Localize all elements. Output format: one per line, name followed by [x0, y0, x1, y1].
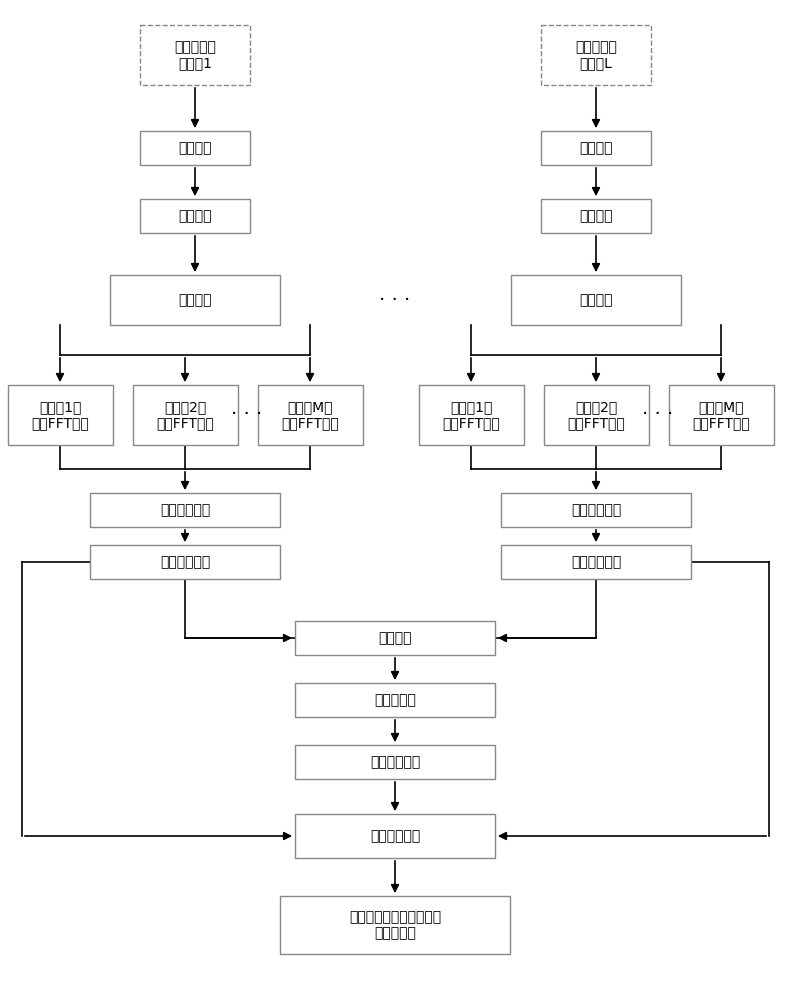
Text: 数据分段: 数据分段	[178, 293, 212, 307]
Text: 数据段1加
窗，FFT变换: 数据段1加 窗，FFT变换	[442, 400, 500, 430]
Text: 雷达回波射
频信号L: 雷达回波射 频信号L	[575, 40, 617, 70]
Bar	[133, 385, 237, 445]
Bar	[541, 199, 651, 233]
Text: 雷达回波射
频信号1: 雷达回波射 频信号1	[174, 40, 216, 70]
Bar	[541, 131, 651, 165]
Text: 数据段2加
窗，FFT变换: 数据段2加 窗，FFT变换	[156, 400, 214, 430]
Text: 正交采样: 正交采样	[579, 209, 613, 223]
Text: 获取干扰区域: 获取干扰区域	[370, 755, 420, 769]
Bar	[90, 493, 280, 527]
Text: 数据段M加
窗，FFT变换: 数据段M加 窗，FFT变换	[281, 400, 339, 430]
Text: 频谱结果累加: 频谱结果累加	[160, 555, 210, 569]
Text: 中值滤波: 中值滤波	[378, 631, 412, 645]
Text: 正交采样: 正交采样	[178, 209, 212, 223]
Text: 模数变换: 模数变换	[579, 141, 613, 155]
Bar	[258, 385, 362, 445]
Bar	[511, 275, 681, 325]
Bar	[280, 896, 510, 954]
Bar	[501, 493, 691, 527]
Text: 自适应门限: 自适应门限	[374, 693, 416, 707]
Bar	[7, 385, 112, 445]
Text: 数据分段: 数据分段	[579, 293, 613, 307]
Bar	[140, 131, 250, 165]
Text: 计算干扰频点，干扰方位
和干扰强度: 计算干扰频点，干扰方位 和干扰强度	[349, 910, 441, 940]
Bar	[90, 545, 280, 579]
Text: 模值平方累加: 模值平方累加	[571, 503, 621, 517]
Bar	[418, 385, 524, 445]
Bar	[668, 385, 774, 445]
Text: 数据段2加
窗，FFT变换: 数据段2加 窗，FFT变换	[567, 400, 625, 430]
Bar	[295, 683, 495, 717]
Bar	[110, 275, 280, 325]
Text: · · ·: · · ·	[642, 406, 674, 424]
Bar	[295, 814, 495, 858]
Text: 频谱结果累加: 频谱结果累加	[571, 555, 621, 569]
Bar	[501, 545, 691, 579]
Text: 数据段M加
窗，FFT变换: 数据段M加 窗，FFT变换	[692, 400, 750, 430]
Text: 模值平方累加: 模值平方累加	[160, 503, 210, 517]
Text: 判断干扰类型: 判断干扰类型	[370, 829, 420, 843]
Text: · · ·: · · ·	[380, 290, 411, 310]
Text: · · ·: · · ·	[232, 406, 263, 424]
Bar	[541, 25, 651, 85]
Bar	[140, 25, 250, 85]
Bar	[140, 199, 250, 233]
Bar	[295, 745, 495, 779]
Text: 模数变换: 模数变换	[178, 141, 212, 155]
Text: 数据段1加
窗，FFT变换: 数据段1加 窗，FFT变换	[31, 400, 89, 430]
Bar	[295, 621, 495, 655]
Bar	[543, 385, 649, 445]
